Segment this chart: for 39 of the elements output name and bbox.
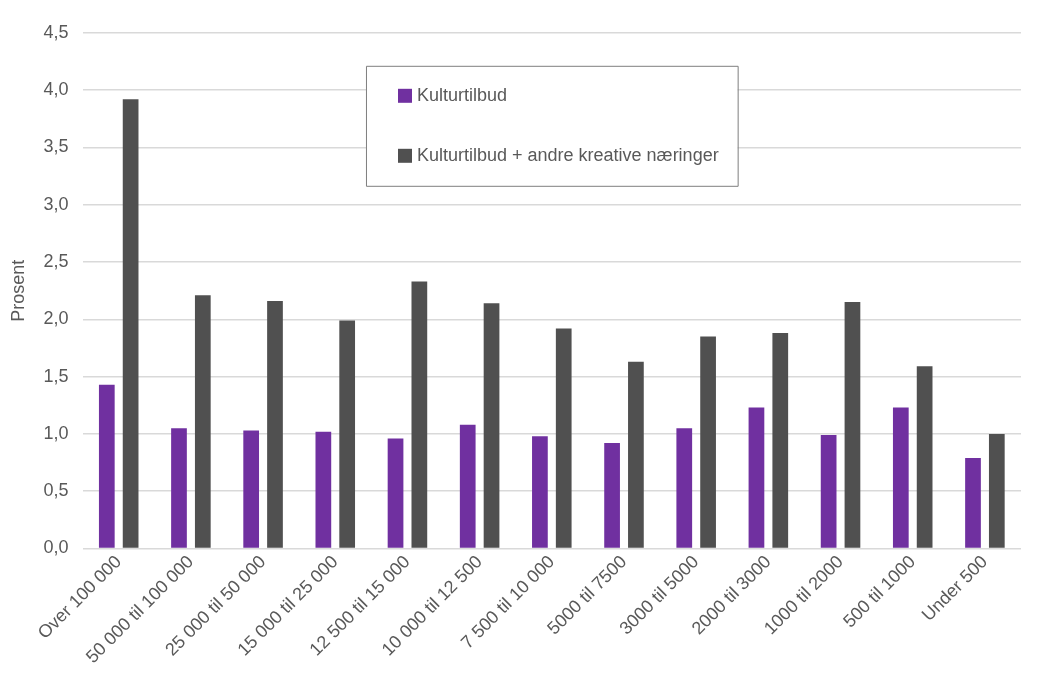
bar xyxy=(194,295,211,548)
bar xyxy=(171,428,187,548)
y-tick-label: 0,0 xyxy=(43,537,69,558)
bar xyxy=(628,361,644,548)
bar xyxy=(339,320,356,548)
bar xyxy=(820,435,837,548)
bar xyxy=(243,430,260,548)
bar xyxy=(532,436,548,548)
y-tick-label: 3,0 xyxy=(43,193,69,214)
bar xyxy=(916,366,933,548)
bar xyxy=(844,302,861,548)
bar xyxy=(892,407,909,548)
bar xyxy=(700,336,716,548)
bar xyxy=(748,407,765,548)
y-tick-label: 4,0 xyxy=(43,79,69,100)
bar xyxy=(604,443,620,548)
y-tick-label: 2,5 xyxy=(43,250,69,271)
bar xyxy=(387,438,404,548)
bar xyxy=(483,303,500,548)
bar xyxy=(411,281,428,548)
y-tick-label: 1,0 xyxy=(43,422,69,443)
bar xyxy=(267,300,283,548)
legend-label: Kulturtilbud + andre kreative næringer xyxy=(416,144,719,165)
bar xyxy=(772,333,789,548)
bar xyxy=(122,99,139,548)
bar xyxy=(965,457,981,548)
bar xyxy=(676,428,693,548)
y-axis-title: Prosent xyxy=(7,259,28,322)
legend-label: Kulturtilbud xyxy=(416,84,508,105)
bar xyxy=(459,424,476,548)
bar xyxy=(555,328,572,548)
bar xyxy=(988,433,1005,548)
y-tick-label: 3,5 xyxy=(43,136,69,157)
y-tick-label: 0,5 xyxy=(43,480,69,501)
y-tick-label: 4,5 xyxy=(43,21,69,42)
bar xyxy=(315,431,332,548)
bar xyxy=(98,384,115,548)
y-tick-label: 2,0 xyxy=(43,308,69,329)
y-tick-label: 1,5 xyxy=(43,365,69,386)
